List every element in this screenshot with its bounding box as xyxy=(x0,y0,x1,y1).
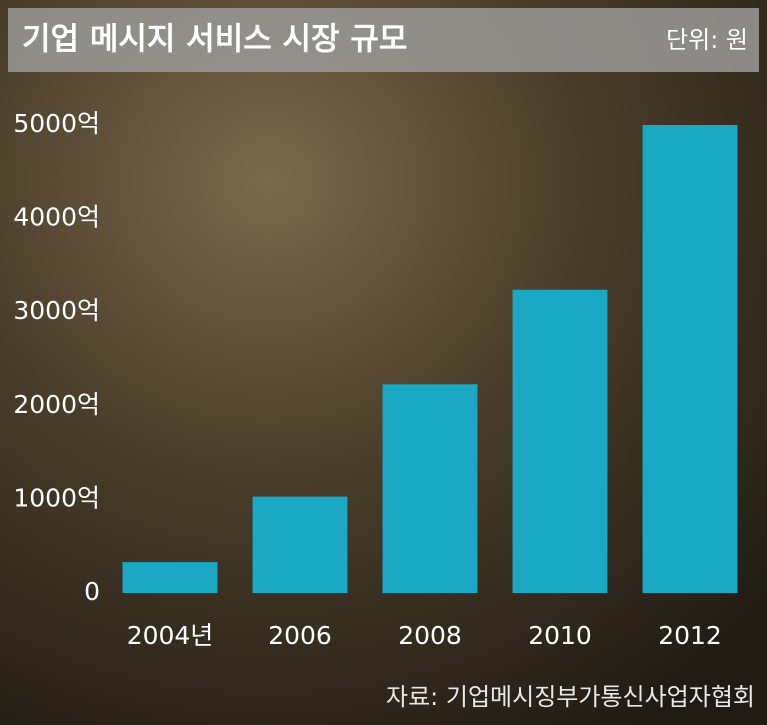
x-tick-label: 2004년 xyxy=(127,621,214,650)
x-tick-label: 2006 xyxy=(268,621,332,650)
unit-note: 단위: 원 xyxy=(666,26,748,54)
source-note: 자료: 기업메시징부가통신사업자협회 xyxy=(386,683,755,711)
y-tick-label: 3000억 xyxy=(13,296,100,325)
x-tick-label: 2008 xyxy=(398,621,462,650)
bar xyxy=(642,125,738,593)
y-tick-label: 4000억 xyxy=(13,203,100,232)
bar xyxy=(252,496,348,593)
y-tick-label: 0 xyxy=(84,577,100,606)
y-tick-label: 5000억 xyxy=(13,109,100,138)
x-tick-label: 2012 xyxy=(658,621,722,650)
bar xyxy=(512,289,608,593)
y-tick-label: 1000억 xyxy=(13,483,100,512)
bar xyxy=(122,562,218,593)
chart-title: 기업 메시지 서비스 시장 규모 xyxy=(22,22,407,58)
bar xyxy=(382,384,478,593)
x-tick-label: 2010 xyxy=(528,621,592,650)
y-tick-label: 2000억 xyxy=(13,390,100,419)
title-bar xyxy=(8,8,759,72)
